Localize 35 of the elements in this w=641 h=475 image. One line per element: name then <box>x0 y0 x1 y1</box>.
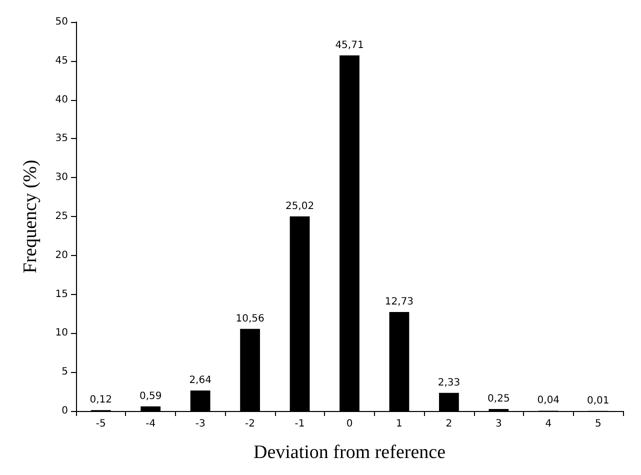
data-label: 0,01 <box>587 395 610 406</box>
y-tick-label: 20 <box>55 250 68 261</box>
data-label: 2,33 <box>438 377 460 388</box>
y-tick-label: 5 <box>62 366 68 378</box>
data-label: 10,56 <box>236 313 264 324</box>
x-tick-label: -5 <box>96 418 106 430</box>
data-label: 2,64 <box>189 374 212 386</box>
x-tick-label: 2 <box>446 418 452 430</box>
data-label: 45,71 <box>335 40 364 51</box>
x-axis-title: Deviation from reference <box>253 442 446 463</box>
x-tick-label: 1 <box>396 418 402 430</box>
x-tick-label: 3 <box>495 418 502 430</box>
data-label: 0,25 <box>488 394 510 405</box>
x-tick-label: 4 <box>545 418 552 430</box>
y-tick-label: 0 <box>62 406 68 416</box>
y-tick-label: 50 <box>55 16 68 28</box>
x-tick-label: -2 <box>245 418 256 430</box>
data-label: 0,59 <box>139 390 162 402</box>
y-tick-label: 25 <box>55 211 68 222</box>
x-tick-label: 0 <box>346 418 353 430</box>
data-label: 12,73 <box>384 296 414 308</box>
y-tick-label: 30 <box>55 172 68 184</box>
y-tick-label: 10 <box>55 328 68 339</box>
x-tick-label: -4 <box>146 418 156 430</box>
y-axis-title: Frequency (%) <box>20 160 41 274</box>
data-label: 0,12 <box>90 394 112 406</box>
x-tick-label: -1 <box>294 418 305 430</box>
y-tick-label: 40 <box>55 94 68 106</box>
x-tick-label: -3 <box>195 418 206 430</box>
y-tick-label: 45 <box>55 55 68 66</box>
data-label: 0,04 <box>537 395 560 406</box>
y-tick-label: 35 <box>55 133 68 144</box>
y-tick-label: 15 <box>55 288 68 300</box>
data-label: 25,02 <box>285 200 314 212</box>
x-tick-label: 5 <box>594 418 602 430</box>
